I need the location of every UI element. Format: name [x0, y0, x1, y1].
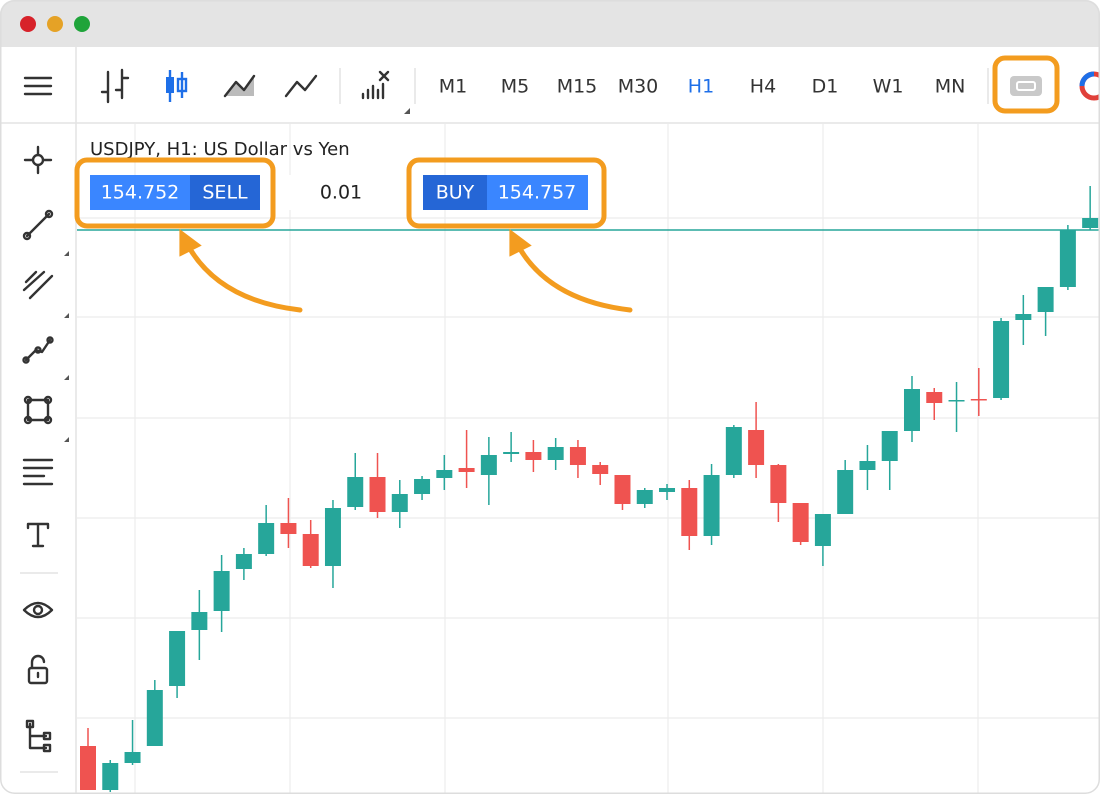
- buy-button[interactable]: [423, 175, 487, 210]
- lock-tool[interactable]: [27, 654, 49, 685]
- candle-body: [948, 400, 965, 402]
- volume-input[interactable]: [280, 175, 405, 210]
- candle-body: [213, 571, 230, 611]
- candle-body: [503, 452, 520, 454]
- sell-button[interactable]: [190, 175, 260, 210]
- candle-body: [569, 447, 586, 465]
- candle-body: [636, 490, 653, 504]
- candle-body: [859, 461, 876, 470]
- text-tool[interactable]: [26, 522, 50, 548]
- buy-label: BUY: [436, 182, 475, 204]
- menu-button[interactable]: [23, 76, 53, 96]
- candle-body: [748, 430, 765, 465]
- candle-body: [347, 477, 364, 507]
- candle-body: [146, 690, 163, 746]
- candle-body: [436, 470, 453, 478]
- close-button[interactable]: [20, 16, 36, 32]
- chart-title: USDJPY, H1: US Dollar vs Yen: [90, 139, 350, 160]
- candle-body: [302, 534, 319, 566]
- arrow: [179, 228, 303, 313]
- volume-value: 0.01: [320, 182, 362, 204]
- area-chart-button[interactable]: [223, 74, 256, 98]
- candle-body: [1082, 218, 1099, 228]
- maximize-button[interactable]: [74, 16, 90, 32]
- candle-body: [235, 554, 252, 569]
- candle-body: [258, 523, 275, 554]
- candle-body: [124, 752, 141, 763]
- candle-body: [592, 465, 609, 474]
- candle-body: [324, 508, 341, 566]
- bar-chart-button[interactable]: [100, 68, 130, 104]
- candle-body: [391, 494, 408, 512]
- candle-body: [970, 399, 987, 401]
- candle-body: [926, 392, 943, 403]
- color-button[interactable]: [1079, 71, 1100, 101]
- fibonacci-tool[interactable]: [22, 458, 54, 486]
- candle-body: [80, 746, 96, 790]
- arrow: [509, 228, 633, 313]
- candle-body: [881, 431, 898, 461]
- sell-label: SELL: [202, 182, 248, 204]
- indicators-button[interactable]: [361, 70, 390, 100]
- candle-body: [725, 427, 742, 475]
- candle-body: [1037, 287, 1054, 312]
- candle-body: [547, 447, 564, 460]
- candle-body: [280, 523, 297, 534]
- candle-body: [614, 475, 631, 504]
- objects-tree-tool[interactable]: [25, 719, 52, 753]
- minimize-button[interactable]: [47, 16, 63, 32]
- visibility-tool[interactable]: [22, 601, 54, 619]
- candle-body: [480, 455, 497, 475]
- line-tool[interactable]: [22, 209, 54, 241]
- sell-price: 154.752: [101, 182, 180, 204]
- sell-button[interactable]: [90, 175, 190, 210]
- candle-body: [1015, 314, 1032, 320]
- candle-body: [191, 612, 208, 630]
- candle-body: [814, 514, 831, 546]
- timeframe-button[interactable]: H1: [688, 76, 714, 98]
- timeframe-button[interactable]: H4: [750, 76, 776, 98]
- crosshair-tool[interactable]: [23, 145, 53, 175]
- timeframe-button[interactable]: M30: [618, 76, 659, 98]
- buy-price: 154.757: [498, 182, 577, 204]
- title-bar: [0, 0, 1100, 47]
- candle-body: [659, 488, 676, 492]
- grid: [77, 124, 1100, 794]
- candle-body: [458, 468, 475, 472]
- candle-body: [770, 465, 787, 503]
- timeframe-button[interactable]: MN: [935, 76, 966, 98]
- candle-body: [169, 631, 186, 686]
- highlight-box: [992, 55, 1060, 114]
- candle-body: [525, 452, 542, 460]
- timeframe-button[interactable]: M5: [501, 76, 529, 98]
- candle-body: [703, 475, 720, 536]
- candle-body: [681, 488, 698, 536]
- candle-body: [837, 470, 854, 514]
- chart-area: [77, 124, 1100, 794]
- buy-button[interactable]: [487, 175, 588, 210]
- highlight-box: [74, 157, 276, 229]
- candle-body: [1059, 230, 1076, 287]
- shapes-tool[interactable]: [23, 395, 53, 425]
- one-click-trading-button[interactable]: [1010, 76, 1042, 96]
- highlight-box: [406, 157, 607, 229]
- pitchfork-tool[interactable]: [22, 336, 54, 364]
- line-chart-button[interactable]: [284, 74, 318, 98]
- timeframe-button[interactable]: D1: [812, 76, 839, 98]
- candle-chart-button[interactable]: [166, 70, 188, 102]
- candle-body: [993, 321, 1010, 398]
- candle-body: [903, 389, 920, 431]
- candle-body: [792, 503, 809, 542]
- timeframe-button[interactable]: W1: [873, 76, 904, 98]
- timeframe-button[interactable]: M15: [557, 76, 598, 98]
- timeframe-button[interactable]: M1: [439, 76, 467, 98]
- candle-body: [102, 763, 119, 790]
- channel-tool[interactable]: [22, 270, 54, 300]
- candle-body: [414, 479, 431, 494]
- candle-body: [369, 477, 386, 512]
